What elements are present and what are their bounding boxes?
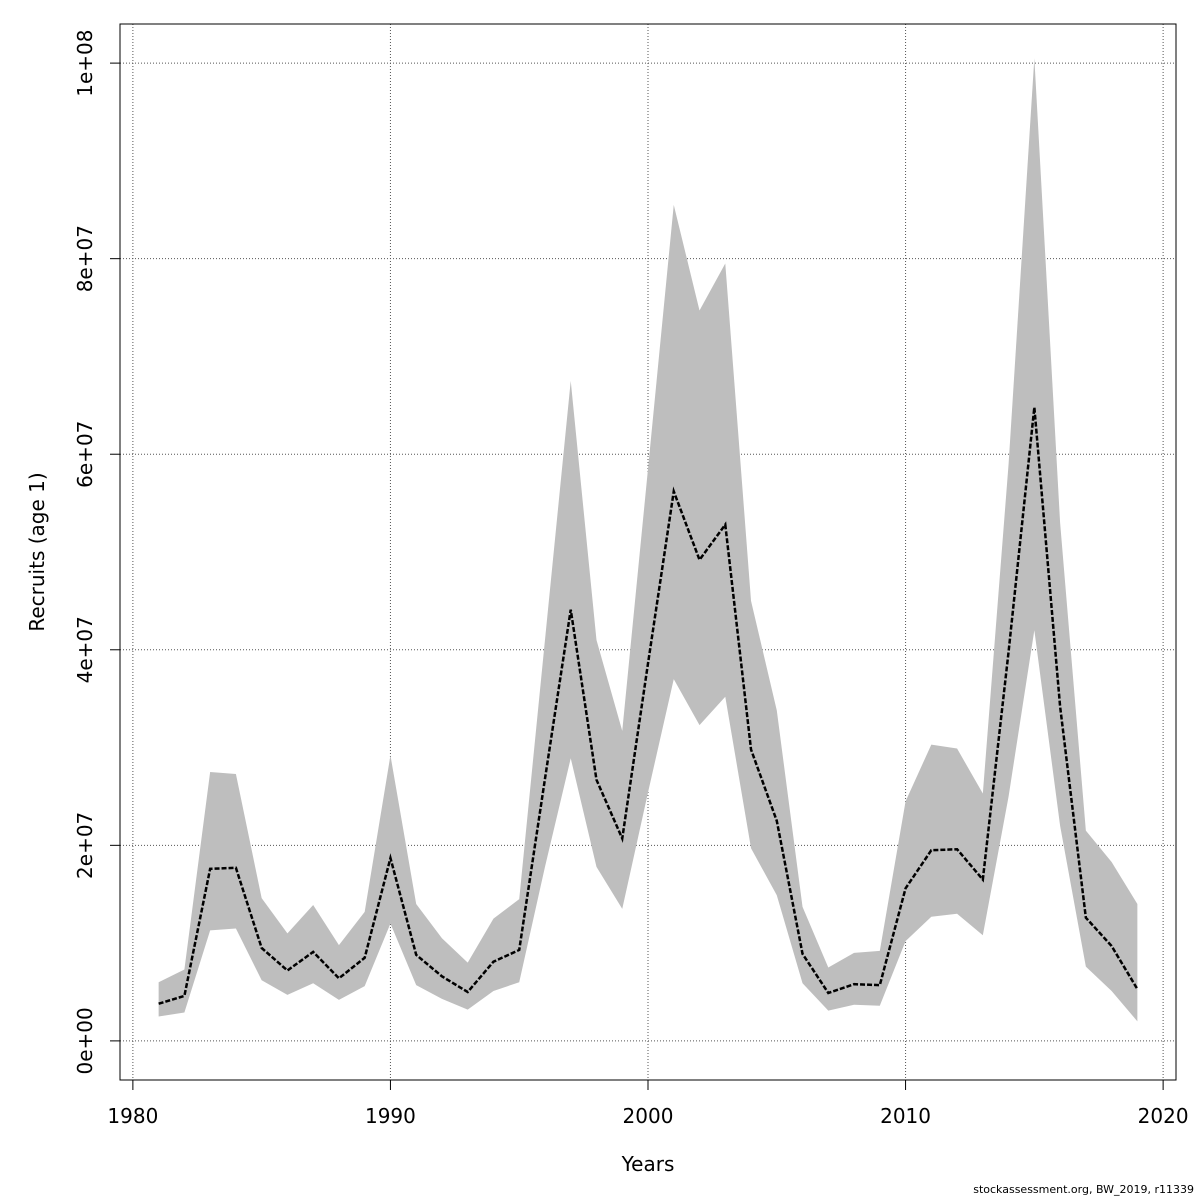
y-tick-label: 8e+07 [73,225,97,292]
y-tick-label: 1e+08 [73,29,97,96]
y-axis-title: Recruits (age 1) [25,472,49,631]
x-tick-label: 2010 [880,1104,931,1128]
x-tick-label: 1990 [365,1104,416,1128]
x-tick-label: 2000 [623,1104,674,1128]
credit-text: stockassessment.org, BW_2019, r11339 [973,1183,1194,1196]
x-tick-label: 2020 [1138,1104,1189,1128]
confidence-band [158,58,1138,1022]
y-axis: 0e+00 2e+07 4e+07 6e+07 8e+07 1e+08 [73,29,121,1075]
recruits-line [158,407,1139,1005]
x-axis: 1980 1990 2000 2010 2020 [107,1079,1189,1128]
y-tick-label: 0e+00 [73,1007,97,1074]
x-tick-label: 1980 [107,1104,158,1128]
x-axis-title: Years [621,1152,675,1176]
y-tick-label: 6e+07 [73,421,97,488]
y-tick-label: 4e+07 [73,616,97,683]
y-tick-label: 2e+07 [73,812,97,879]
